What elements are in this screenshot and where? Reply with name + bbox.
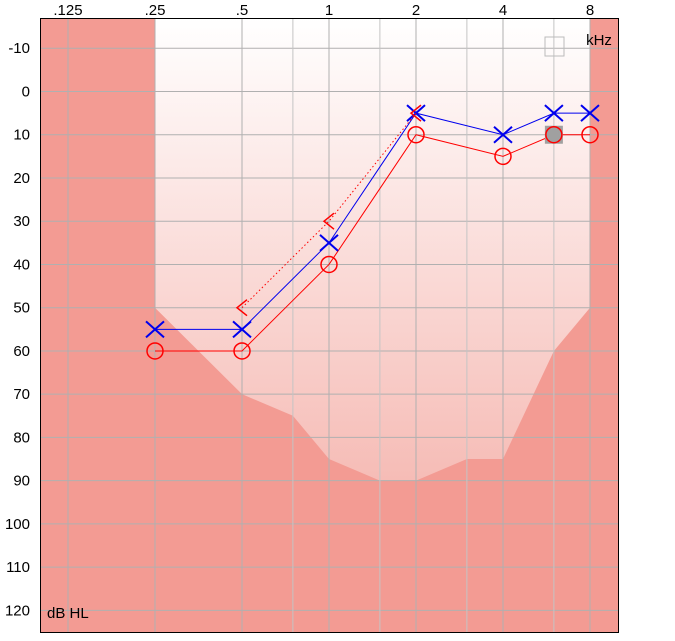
y-tick-label: 80	[13, 429, 30, 446]
circle-marker	[545, 125, 563, 144]
x-marker	[406, 104, 426, 122]
y-tick-label: -10	[8, 40, 30, 57]
data-point	[320, 255, 338, 274]
bracket-marker	[322, 212, 335, 230]
data-point	[409, 104, 422, 122]
x-marker	[145, 320, 165, 339]
data-point	[407, 125, 425, 144]
circle-marker	[233, 342, 251, 360]
x-marker	[544, 104, 564, 122]
y-tick-label: 0	[22, 83, 30, 100]
x-marker	[580, 104, 600, 122]
data-point	[319, 234, 339, 252]
x-unit-label: kHz	[586, 32, 612, 49]
y-tick-label: 30	[13, 213, 30, 230]
data-point	[544, 125, 563, 144]
data-point	[580, 104, 600, 122]
circle-marker	[581, 125, 599, 144]
circle-marker	[407, 125, 425, 144]
y-tick-label: 110	[6, 559, 30, 576]
y-tick-label: 70	[13, 386, 30, 403]
y-tick-label: 100	[5, 516, 30, 533]
y-tick-label: 90	[13, 473, 30, 490]
data-point	[406, 104, 426, 122]
circle-marker	[146, 342, 164, 360]
data-point	[322, 212, 335, 230]
data-point	[581, 125, 599, 144]
circle-marker	[320, 255, 338, 274]
x-marker	[493, 125, 513, 144]
x-marker	[232, 320, 252, 339]
y-tick-label: 40	[13, 256, 30, 273]
y-tick-label: 10	[13, 127, 30, 144]
y-tick-label: 20	[13, 170, 30, 187]
x-tick-label: 8	[586, 2, 594, 19]
normal-range-region	[155, 18, 590, 481]
bracket-marker	[409, 104, 422, 122]
y-tick-label: 50	[13, 300, 30, 317]
y-tick-label: 120	[5, 602, 30, 619]
series-line	[241, 112, 417, 309]
y-unit-label: dB HL	[47, 605, 89, 622]
x-marker	[319, 234, 339, 252]
bracket-marker	[235, 299, 248, 317]
data-point	[146, 342, 164, 360]
x-tick-label: .5	[236, 2, 249, 19]
x-tick-label: .125	[53, 2, 82, 19]
data-point	[493, 125, 513, 144]
x-tick-label: 1	[325, 2, 333, 19]
checkbox[interactable]	[544, 36, 565, 57]
x-tick-label: .25	[145, 2, 166, 19]
data-point	[544, 104, 564, 122]
x-tick-label: 2	[412, 2, 420, 19]
data-point	[494, 147, 512, 166]
data-point	[145, 320, 165, 339]
y-tick-label: 60	[13, 343, 30, 360]
plot-border	[40, 18, 619, 633]
data-point	[233, 342, 251, 360]
circle-marker	[494, 147, 512, 166]
data-point	[235, 299, 248, 317]
data-point	[232, 320, 252, 339]
x-tick-label: 4	[499, 2, 507, 19]
